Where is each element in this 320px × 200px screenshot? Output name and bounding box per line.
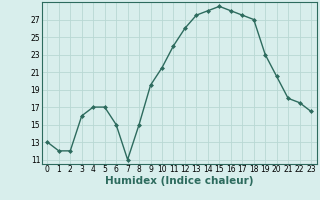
X-axis label: Humidex (Indice chaleur): Humidex (Indice chaleur)	[105, 176, 253, 186]
